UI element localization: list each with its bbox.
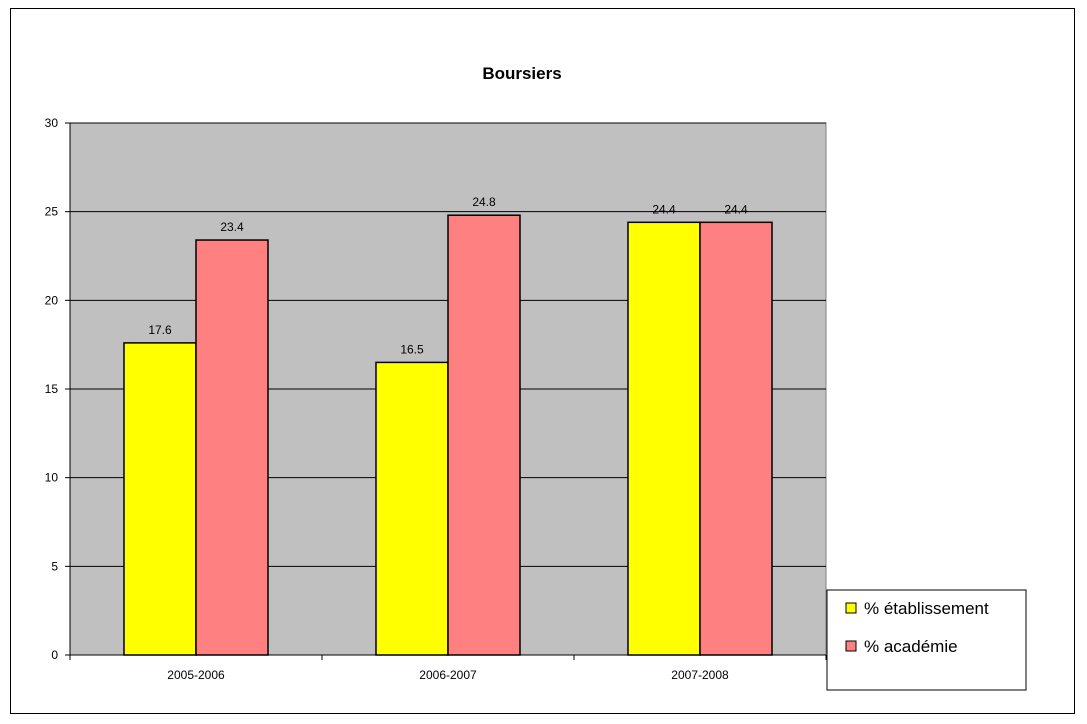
data-label: 23.4: [220, 220, 244, 234]
chart-title: Boursiers: [482, 64, 561, 83]
x-tick-label: 2005-2006: [167, 668, 225, 682]
legend-box: [826, 589, 1027, 691]
bar: [123, 342, 197, 656]
y-tick-label: 0: [51, 648, 58, 662]
bar: [699, 221, 773, 656]
data-label: 16.5: [400, 342, 424, 356]
legend-label: % académie: [864, 637, 958, 656]
x-axis: 2005-2006 2006-2007 2007-2008: [69, 654, 827, 682]
x-tick-label: 2007-2008: [671, 668, 729, 682]
legend: % établissement % académie: [826, 589, 1027, 691]
bar: [447, 214, 521, 656]
y-tick-label: 25: [45, 205, 59, 219]
data-label: 24.8: [472, 195, 496, 209]
data-label: 24.4: [652, 202, 676, 216]
bar: [375, 361, 449, 656]
y-tick-label: 5: [51, 559, 58, 573]
y-tick-label: 20: [45, 293, 59, 307]
legend-label: % établissement: [864, 599, 989, 618]
data-label: 24.4: [724, 202, 748, 216]
legend-swatch: [845, 640, 857, 652]
data-label: 17.6: [148, 323, 172, 337]
bars: 17.6 23.4 16.5 24.8 24.4 24.4: [123, 195, 773, 656]
bar: [195, 239, 269, 656]
y-tick-label: 30: [45, 116, 59, 130]
y-tick-label: 10: [45, 471, 59, 485]
bar: [627, 221, 701, 656]
x-tick-label: 2006-2007: [419, 668, 477, 682]
y-tick-label: 15: [45, 382, 59, 396]
legend-swatch: [845, 602, 857, 614]
y-axis: 0 5 10 15 20 25 30: [45, 116, 71, 662]
